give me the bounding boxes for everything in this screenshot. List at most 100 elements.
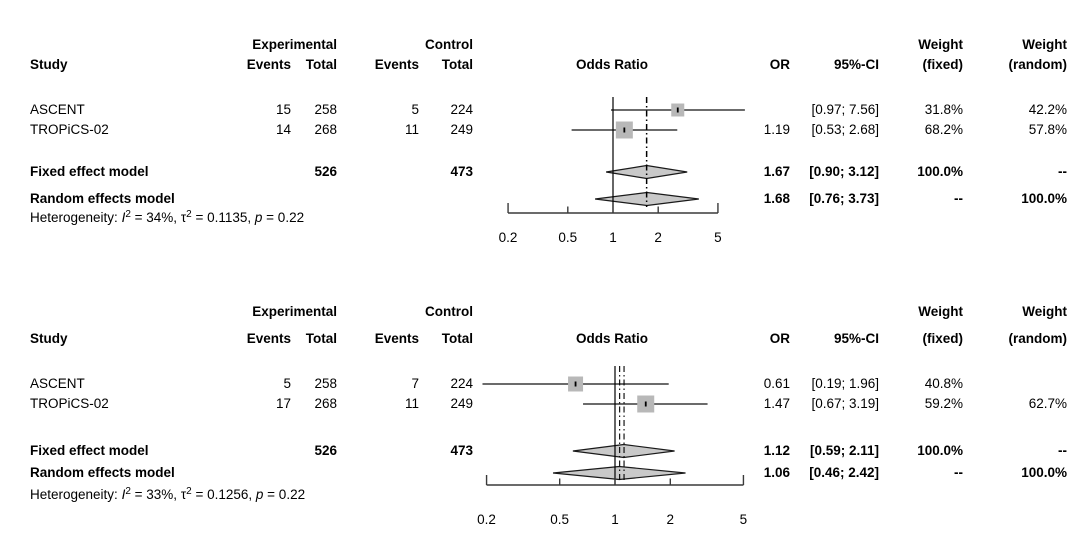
heterogeneity-segment: Heterogeneity: <box>30 487 122 502</box>
effect-point-marker <box>676 107 679 113</box>
ctrl-events-value: 11 <box>404 396 419 411</box>
fixed-exp-total: 526 <box>314 443 337 458</box>
x-axis-tick-label: 1 <box>611 512 619 527</box>
ci-value: [0.97; 7.56] <box>811 102 879 117</box>
heterogeneity-segment: I <box>121 487 126 502</box>
weight-fixed-value: 68.2% <box>924 122 963 137</box>
study-column-header: Study <box>30 331 68 346</box>
ci-value: [0.67; 3.19] <box>811 396 879 411</box>
fixed-weight-fixed: 100.0% <box>917 443 963 458</box>
study-name: TROPiCS-02 <box>30 122 109 137</box>
ctrl-events-value: 7 <box>411 376 419 391</box>
study-name: ASCENT <box>30 102 85 117</box>
fixed-ctrl-total: 473 <box>450 164 473 179</box>
study-name: ASCENT <box>30 376 85 391</box>
weight-fixed-value: 31.8% <box>924 102 963 117</box>
heterogeneity-segment: = 0.22 <box>263 487 306 502</box>
exp-events-header: Events <box>246 57 291 72</box>
x-axis-tick-label: 0.2 <box>477 512 496 527</box>
or-value: 1.19 <box>763 122 790 137</box>
ctrl-events-header: Events <box>374 57 419 72</box>
x-axis-tick-label: 5 <box>714 230 722 245</box>
heterogeneity-segment: = 0.1135, <box>191 210 255 225</box>
or-value: 0.61 <box>763 376 790 391</box>
ctrl-events-value: 5 <box>411 102 419 117</box>
odds-ratio-header: Odds Ratio <box>575 331 649 346</box>
ci-value: [0.19; 1.96] <box>811 376 879 391</box>
weight-random-group-header: Weight <box>1022 304 1067 319</box>
control-group-header: Control <box>425 37 473 52</box>
weight-fixed-header: (fixed) <box>922 331 964 346</box>
fixed-effect-diamond <box>606 164 688 180</box>
or-value: 1.47 <box>763 396 790 411</box>
fixed-ctrl-total: 473 <box>450 443 473 458</box>
fixed-weight-random: -- <box>1058 164 1067 179</box>
heterogeneity-segment: p <box>255 487 264 502</box>
ctrl-total-value: 224 <box>450 102 473 117</box>
effect-point-marker <box>644 401 647 407</box>
exp-events-header: Events <box>246 331 291 346</box>
fixed-or-value: 1.12 <box>763 443 790 458</box>
x-axis-tick-label: 2 <box>654 230 662 245</box>
heterogeneity-segment: I <box>121 210 126 225</box>
weight-random-group-header: Weight <box>1022 37 1067 52</box>
weight-fixed-group-header: Weight <box>918 304 963 319</box>
ctrl-events-header: Events <box>374 331 419 346</box>
heterogeneity-segment: τ <box>180 210 187 225</box>
ctrl-total-header: Total <box>441 331 473 346</box>
control-group-header: Control <box>425 304 473 319</box>
random-ci-value: [0.76; 3.73] <box>809 191 879 206</box>
ci-header: 95%-CI <box>833 331 879 346</box>
ctrl-events-value: 11 <box>404 122 419 137</box>
heterogeneity-text: Heterogeneity: I2 = 33%, τ2 = 0.1256, p … <box>30 486 305 506</box>
fixed-ci-value: [0.59; 2.11] <box>809 443 879 458</box>
exp-total-header: Total <box>305 57 337 72</box>
heterogeneity-segment: 2 <box>125 486 131 497</box>
heterogeneity-segment: = 34%, <box>130 210 181 225</box>
ci-header: 95%-CI <box>833 57 879 72</box>
x-axis-tick-label: 0.5 <box>550 512 570 527</box>
or-header: OR <box>769 331 790 346</box>
fixed-exp-total: 526 <box>314 164 337 179</box>
weight-random-value: 42.2% <box>1028 102 1067 117</box>
weight-random-header: (random) <box>1008 331 1068 346</box>
random-ci-value: [0.46; 2.42] <box>809 465 879 480</box>
ctrl-total-header: Total <box>441 57 473 72</box>
heterogeneity-segment: = 33%, <box>130 487 181 502</box>
study-name: TROPiCS-02 <box>30 396 109 411</box>
random-weight-random: 100.0% <box>1021 465 1067 480</box>
experimental-group-header: Experimental <box>252 37 337 52</box>
fixed-weight-random: -- <box>1058 443 1067 458</box>
weight-fixed-group-header: Weight <box>918 37 963 52</box>
exp-total-header: Total <box>305 331 337 346</box>
fixed-ci-value: [0.90; 3.12] <box>809 164 879 179</box>
weight-fixed-value: 59.2% <box>924 396 963 411</box>
heterogeneity-segment: 2 <box>125 209 131 220</box>
exp-total-value: 258 <box>314 376 337 391</box>
random-or-value: 1.06 <box>763 465 790 480</box>
heterogeneity-segment: τ <box>180 487 187 502</box>
heterogeneity-segment: 2 <box>186 486 192 497</box>
weight-fixed-header: (fixed) <box>922 57 964 72</box>
weight-random-value: 62.7% <box>1028 396 1067 411</box>
x-axis-tick-label: 5 <box>739 512 748 527</box>
random-or-value: 1.68 <box>763 191 790 206</box>
ci-value: [0.53; 2.68] <box>811 122 879 137</box>
effect-point-marker <box>623 127 626 133</box>
experimental-group-header: Experimental <box>252 304 337 319</box>
random-weight-fixed: -- <box>954 465 963 480</box>
exp-events-value: 14 <box>275 122 291 137</box>
random-effects-diamond <box>595 191 699 207</box>
exp-total-value: 268 <box>314 122 337 137</box>
ctrl-total-value: 224 <box>450 376 473 391</box>
heterogeneity-segment: Heterogeneity: <box>30 210 122 225</box>
random-effects-label: Random effects model <box>30 191 175 206</box>
heterogeneity-segment: 2 <box>186 209 192 220</box>
ctrl-total-value: 249 <box>450 396 473 411</box>
heterogeneity-segment: = 0.22 <box>262 210 305 225</box>
or-header: OR <box>769 57 790 72</box>
x-axis-tick-label: 1 <box>609 230 617 245</box>
heterogeneity-segment: = 0.1256, <box>191 487 256 502</box>
